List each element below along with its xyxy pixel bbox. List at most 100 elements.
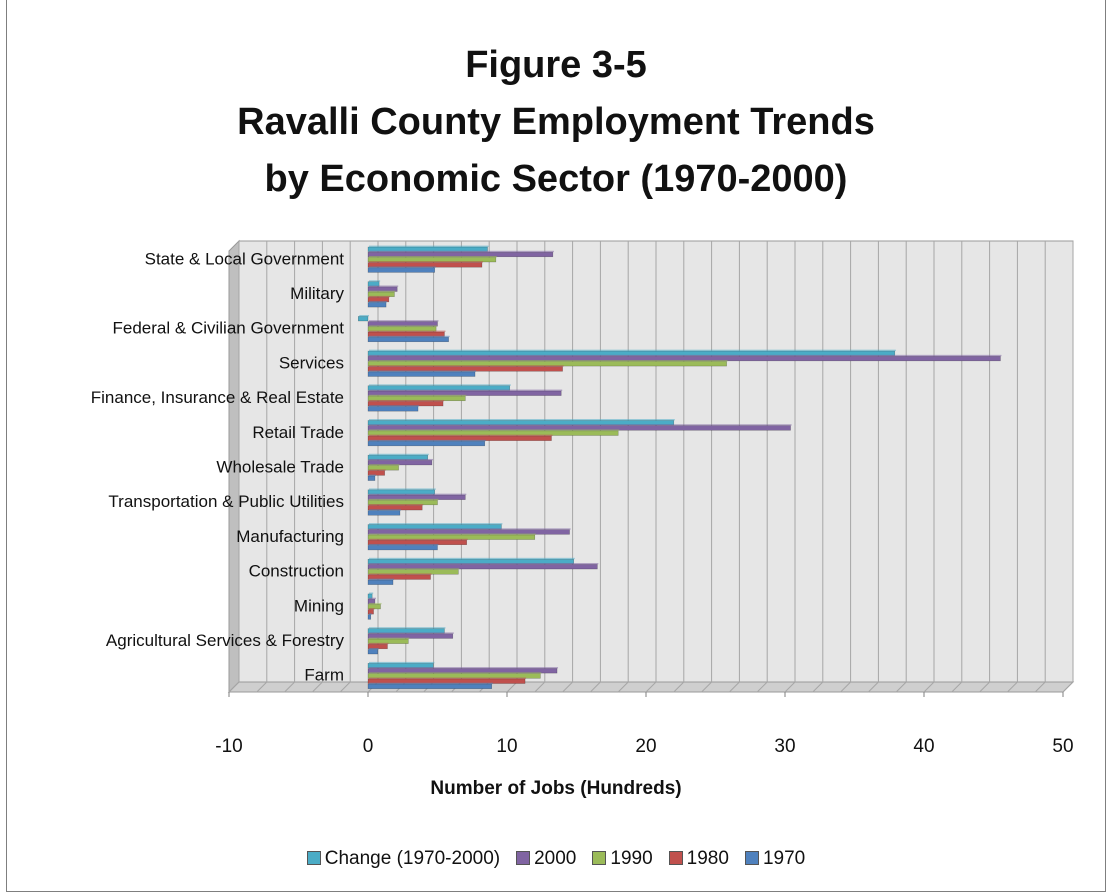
bar-top-face [369,330,446,332]
gridline-floor [256,681,268,693]
bar-top-face [369,469,386,471]
gridline-floor [868,681,879,693]
bar-top-face [369,295,390,298]
bar-top-face [369,245,489,247]
x-tick-label: 20 [635,736,656,757]
bar-top-face [369,637,410,640]
x-tick-label: 10 [496,736,517,757]
bar-top-face [369,597,376,600]
category-label: Wholesale Trade [216,458,344,477]
chart-title-line-2: Ravalli County Employment Trends [237,101,875,143]
bar-top-face [369,405,420,407]
bar-top-face [369,290,396,293]
bar-top-face [369,573,432,575]
bar-top-face [369,429,620,431]
gridline-floor [673,681,685,693]
bar-top-face [369,563,599,565]
category-label: Agricultural Services & Forestry [106,631,345,650]
bar-top-face [369,533,536,535]
bar-top-face [369,661,435,664]
bar-1970 [367,649,378,655]
chart-title-line-3: by Economic Sector (1970-2000) [264,158,848,200]
legend-label: 1970 [762,848,806,869]
category-label: Manufacturing [236,527,344,546]
bar-top-face [369,488,436,490]
bar-1970 [367,371,476,377]
chart-title-line-1: Figure 3-5 [465,44,647,86]
gridline-floor [228,681,240,693]
legend-item: 2000 [516,848,576,870]
bar-top-face [369,439,486,442]
gridline-floor [339,681,351,693]
category-label: Mining [294,596,344,615]
bar-top-face [369,266,436,268]
bar-top-face [369,394,467,397]
bar-1970 [367,302,387,308]
category-label: Retail Trade [252,423,344,442]
bar-top-face [369,261,483,263]
bar-top-face [369,667,559,669]
bar-top-face [369,493,467,496]
gridline-floor [617,681,629,693]
legend: Change (1970-2000) 2000 1990 1980 1970 [0,848,1112,870]
bar-top-face [369,682,493,685]
gridline-floor [562,681,573,693]
category-label: Construction [249,562,344,581]
bar-top-face [369,568,460,570]
legend-swatch [744,851,759,865]
gridline-floor [895,681,907,693]
bar-top-face [369,642,389,645]
bar-change-1970-2000 [358,316,369,322]
bar-top-face [369,250,554,253]
category-label: Services [279,353,344,372]
category-label: Transportation & Public Utilities [108,492,344,511]
bar-top-face [369,557,575,560]
bar-top-face [369,592,374,594]
category-label: State & Local Government [145,249,345,268]
bar-top-face [369,632,454,634]
gridline-floor [979,681,990,693]
legend-swatch [592,851,607,865]
bar-top-face [369,498,439,501]
gridline-floor [1034,681,1046,693]
bar-top-face [369,360,728,362]
legend-label: 2000 [534,848,577,869]
x-tick-label: 30 [774,736,795,757]
bar-top-face [369,434,553,437]
bar-top-face [369,384,511,386]
legend-label: 1980 [686,848,729,869]
x-tick-label: 50 [1052,736,1073,757]
bar-top-face [369,474,376,476]
gridline-floor [506,681,518,693]
x-tick-label: -10 [215,736,242,757]
bar-1970 [367,510,401,516]
bar-top-face [369,349,896,352]
bar-top-face [369,389,563,391]
bar-1970 [367,267,435,273]
legend-item: 1970 [744,848,806,870]
bar-top-face [369,399,445,402]
gridline-floor [756,681,768,693]
gridline-floor [284,681,295,693]
bar-top-face [369,424,792,426]
bar-top-face [369,285,399,287]
bar-1970 [367,579,394,585]
bar-1970 [367,336,449,343]
gridline-floor [784,681,796,693]
gridline-floor [951,681,963,693]
bar-top-face [369,354,1002,357]
x-axis-label: Number of Jobs (Hundreds) [430,778,682,799]
bar-top-face [369,370,477,372]
bar-top-face [369,578,395,581]
bar-top-face [369,365,564,367]
bar-1970 [367,683,492,689]
bar-1970 [367,406,419,412]
bar-top-face [369,543,439,546]
legend-item: 1980 [668,848,729,870]
category-label: Finance, Insurance & Real Estate [91,388,344,407]
x-tick-label: 0 [363,736,374,757]
gridline-floor [701,681,712,693]
bar-top-face [369,301,388,303]
gridline-floor [312,681,323,693]
legend-swatch [668,851,683,865]
